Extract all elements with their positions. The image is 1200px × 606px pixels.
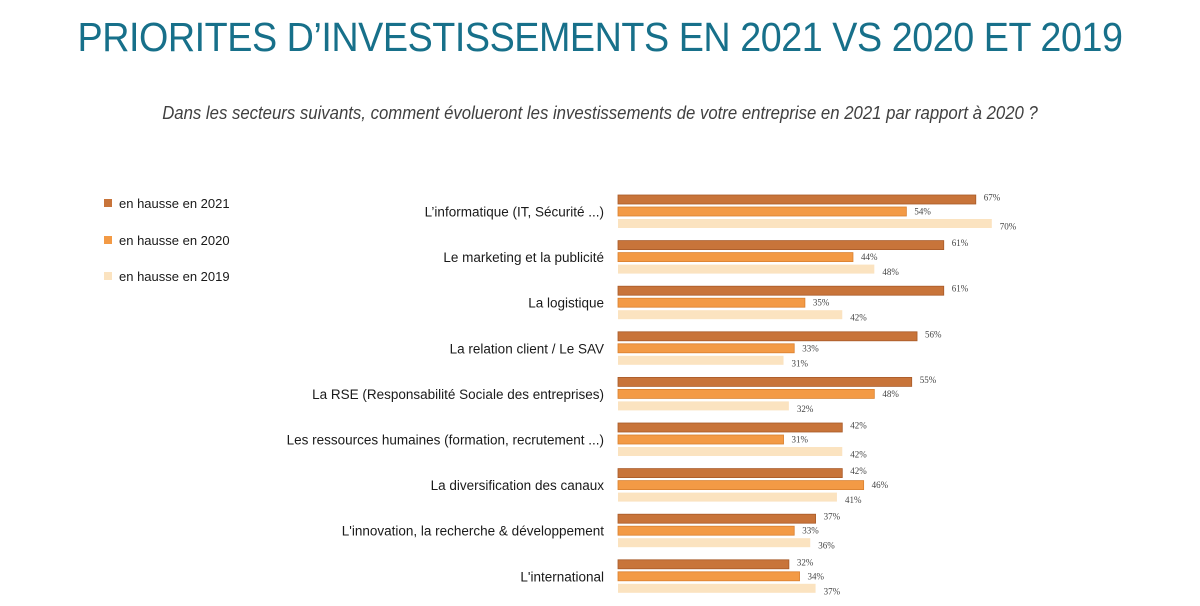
- legend-label-2021: en hausse en 2021: [119, 195, 230, 211]
- bar-en-hausse-en-2019: [618, 310, 843, 320]
- data-label: 41%: [845, 495, 862, 505]
- bar-en-hausse-en-2020: [617, 206, 907, 217]
- category-group: L'innovation, la recherche & développeme…: [342, 512, 841, 551]
- category-label: La diversification des canaux: [431, 478, 605, 493]
- category-group: L’informatique (IT, Sécurité ...) 67% 54% 7…: [425, 193, 1017, 232]
- bar-en-hausse-en-2021: [617, 285, 945, 296]
- data-label: 42%: [850, 466, 867, 476]
- category-label: Le marketing et la publicité: [443, 250, 604, 265]
- data-label: 46%: [872, 480, 889, 490]
- chart-subtitle: Dans les secteurs suivants, comment évol…: [162, 103, 1038, 123]
- data-label: 61%: [952, 238, 969, 248]
- category-group: La relation client / Le SAV 56% 33% 31%: [450, 329, 942, 368]
- data-label: 35%: [813, 298, 830, 308]
- data-label: 32%: [797, 404, 814, 414]
- bar-en-hausse-en-2019: [618, 492, 837, 502]
- legend-item-2021: en hausse en 2021: [104, 193, 230, 213]
- category-group: L'international 32% 34% 37%: [520, 557, 840, 596]
- data-label: 42%: [850, 313, 867, 323]
- data-label: 67%: [984, 193, 1001, 203]
- legend-swatch-2020: [104, 236, 112, 244]
- bar-en-hausse-en-2021: [617, 331, 918, 342]
- bar-en-hausse-en-2020: [617, 525, 795, 536]
- bar-en-hausse-en-2021: [617, 376, 913, 387]
- category-label: Les ressources humaines (formation, recr…: [287, 433, 604, 448]
- legend-item-2020: en hausse en 2020: [104, 230, 230, 250]
- data-label: 37%: [824, 586, 841, 596]
- bar-en-hausse-en-2020: [617, 434, 784, 445]
- category-label: L'international: [520, 569, 604, 584]
- page-title: PRIORITES D’INVESTISSEMENTS EN 2021 VS 2…: [77, 14, 1123, 60]
- category-group: La logistique 61% 35% 42%: [528, 284, 969, 323]
- category-label: L’informatique (IT, Sécurité ...): [425, 205, 604, 220]
- category-group: Le marketing et la publicité 61% 44% 48%: [443, 238, 968, 277]
- bar-en-hausse-en-2021: [617, 513, 816, 524]
- data-label: 48%: [882, 389, 899, 399]
- bar-en-hausse-en-2021: [617, 194, 977, 205]
- bar-en-hausse-en-2019: [618, 355, 784, 365]
- data-label: 32%: [797, 557, 814, 567]
- category-label: L'innovation, la recherche & développeme…: [342, 524, 604, 539]
- data-label: 55%: [920, 375, 937, 385]
- bar-en-hausse-en-2019: [618, 447, 843, 456]
- data-label: 31%: [792, 358, 809, 368]
- bar-en-hausse-en-2020: [617, 297, 806, 308]
- bar-en-hausse-en-2021: [617, 422, 843, 433]
- legend-swatch-2021: [104, 199, 112, 207]
- legend-swatch-2019: [104, 272, 112, 280]
- data-label: 37%: [824, 512, 841, 522]
- category-group: La diversification des canaux 42% 46% 41%: [431, 466, 889, 505]
- bar-en-hausse-en-2021: [617, 240, 945, 251]
- category-group: La RSE (Responsabilité Sociale des entre…: [312, 375, 937, 414]
- data-label: 31%: [792, 435, 809, 445]
- bar-en-hausse-en-2019: [618, 401, 789, 411]
- bar-en-hausse-en-2019: [618, 219, 992, 228]
- data-label: 70%: [1000, 222, 1017, 232]
- bar-en-hausse-en-2020: [617, 252, 854, 263]
- data-label: 54%: [914, 207, 931, 217]
- data-label: 48%: [882, 267, 899, 277]
- legend-item-2019: en hausse en 2019: [104, 266, 230, 286]
- data-label: 44%: [861, 252, 878, 262]
- category-label: La relation client / Le SAV: [450, 341, 604, 356]
- category-label: La RSE (Responsabilité Sociale des entre…: [312, 387, 604, 402]
- bar-en-hausse-en-2021: [617, 468, 843, 479]
- bar-en-hausse-en-2021: [617, 559, 790, 570]
- bar-en-hausse-en-2020: [617, 388, 875, 399]
- bar-en-hausse-en-2020: [617, 480, 865, 491]
- bar-en-hausse-en-2019: [618, 264, 875, 274]
- data-label: 33%: [802, 343, 819, 353]
- data-label: 61%: [952, 284, 969, 294]
- category-group: Les ressources humaines (formation, recr…: [287, 421, 868, 460]
- data-label: 42%: [850, 421, 867, 431]
- legend-label-2019: en hausse en 2019: [119, 268, 230, 284]
- bar-en-hausse-en-2020: [617, 343, 795, 354]
- data-label: 56%: [925, 329, 942, 339]
- category-label: La logistique: [528, 296, 604, 311]
- bar-en-hausse-en-2019: [618, 583, 816, 593]
- data-label: 33%: [802, 526, 819, 536]
- data-label: 36%: [818, 541, 835, 551]
- legend-label-2020: en hausse en 2020: [119, 232, 230, 248]
- bar-en-hausse-en-2019: [618, 538, 811, 548]
- bar-en-hausse-en-2020: [617, 571, 800, 582]
- data-label: 34%: [808, 571, 825, 581]
- data-label: 42%: [850, 450, 867, 460]
